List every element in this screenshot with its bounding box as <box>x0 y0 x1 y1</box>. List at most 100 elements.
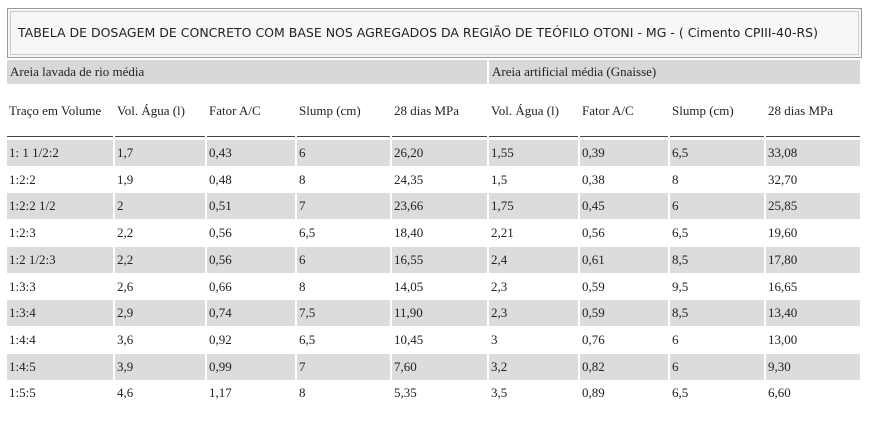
table-cell: 13,40 <box>766 300 860 327</box>
table-cell: 2 <box>115 193 205 220</box>
table-cell: 0,74 <box>207 300 295 327</box>
table-cell: 8,5 <box>670 246 764 273</box>
table-cell: 0,66 <box>209 278 232 294</box>
table-cell: 0,51 <box>207 193 295 220</box>
table-cell: 1,7 <box>115 140 205 166</box>
table-cell: 19,60 <box>768 225 798 241</box>
table-cell: 0,43 <box>207 140 295 166</box>
table-cell: 9,5 <box>672 278 689 294</box>
column-header: Slump (cm) <box>297 85 390 137</box>
table-cell: 1,55 <box>489 140 578 166</box>
group-label: Areia artificial média (Gnaisse) <box>489 60 862 84</box>
table-cell: 6,60 <box>768 385 791 401</box>
table-cell: 2,9 <box>115 300 205 327</box>
table-cell: 8 <box>299 171 306 187</box>
column-header: Fator A/C <box>580 85 668 137</box>
table-cell: 3 <box>491 331 498 347</box>
table-cell: 7,5 <box>297 300 390 327</box>
table-cell: 33,08 <box>766 140 860 166</box>
table-cell: 1:2:2 <box>9 171 36 187</box>
table-cell: 0,59 <box>580 300 668 327</box>
table-cell: 8,5 <box>670 300 764 327</box>
table-cell: 6,5 <box>672 385 689 401</box>
table-cell: 24,35 <box>394 171 424 187</box>
table-cell: 0,92 <box>209 331 232 347</box>
column-header: Vol. Água (l) <box>489 85 578 137</box>
column-header: Traço em Volume <box>7 85 113 137</box>
table-cell: 14,05 <box>394 278 424 294</box>
table-cell: 0,61 <box>580 246 668 273</box>
table-cell: 23,66 <box>392 193 487 220</box>
table-cell: 8 <box>299 278 306 294</box>
table-cell: 0,56 <box>209 225 232 241</box>
table-cell: 0,38 <box>582 171 605 187</box>
table-cell: 10,45 <box>394 331 424 347</box>
table-cell: 1,5 <box>491 171 508 187</box>
table-cell: 8 <box>299 385 306 401</box>
table-cell: 6,5 <box>670 140 764 166</box>
table-cell: 0,82 <box>580 353 668 380</box>
table-cell: 0,56 <box>582 225 605 241</box>
table-cell: 1:3:4 <box>7 300 113 327</box>
table-cell: 1:5:5 <box>9 385 36 401</box>
table-cell: 6,5 <box>299 331 316 347</box>
table-cell: 25,85 <box>766 193 860 220</box>
table-cell: 0,45 <box>580 193 668 220</box>
table-cell: 3,2 <box>489 353 578 380</box>
table-cell: 16,55 <box>392 246 487 273</box>
table-cell: 1:3:3 <box>9 278 36 294</box>
table-cell: 6 <box>297 246 390 273</box>
table-title: TABELA DE DOSAGEM DE CONCRETO COM BASE N… <box>7 8 862 58</box>
table-cell: 2,3 <box>491 278 508 294</box>
table-cell: 2,2 <box>115 246 205 273</box>
table-cell: 1:2:2 1/2 <box>7 193 113 220</box>
table-cell: 8 <box>672 171 679 187</box>
table-cell: 4,6 <box>117 385 134 401</box>
table-cell: 6 <box>670 353 764 380</box>
table-cell: 1,9 <box>117 171 134 187</box>
table-cell: 1:4:4 <box>9 331 36 347</box>
table-cell: 0,76 <box>582 331 605 347</box>
table-cell: 0,56 <box>207 246 295 273</box>
table-cell: 1: 1 1/2:2 <box>7 140 113 166</box>
column-header: Slump (cm) <box>670 85 764 137</box>
table-cell: 6 <box>670 193 764 220</box>
table-cell: 18,40 <box>394 225 424 241</box>
table-cell: 32,70 <box>768 171 798 187</box>
table-cell: 11,90 <box>392 300 487 327</box>
table-cell: 7,60 <box>392 353 487 380</box>
table-cell: 0,99 <box>207 353 295 380</box>
table-cell: 2,6 <box>117 278 134 294</box>
table-cell: 7 <box>297 193 390 220</box>
table-cell: 0,48 <box>209 171 232 187</box>
table-cell: 1,17 <box>209 385 232 401</box>
table-cell: 1:2 1/2:3 <box>7 246 113 273</box>
table-cell: 17,80 <box>766 246 860 273</box>
table-cell: 3,6 <box>117 331 134 347</box>
table-cell: 2,21 <box>491 225 514 241</box>
table-cell: 26,20 <box>392 140 487 166</box>
table-cell: 2,4 <box>489 246 578 273</box>
table-cell: 6 <box>297 140 390 166</box>
table-cell: 2,2 <box>117 225 134 241</box>
table-cell: 16,65 <box>768 278 798 294</box>
column-header: 28 dias MPa <box>766 85 860 137</box>
table-cell: 7 <box>297 353 390 380</box>
table-cell: 3,5 <box>491 385 508 401</box>
table-cell: 0,89 <box>582 385 605 401</box>
table-cell: 1,75 <box>489 193 578 220</box>
group-label: Areia lavada de rio média <box>7 60 489 84</box>
table-cell: 6 <box>672 331 679 347</box>
table-cell: 1:4:5 <box>7 353 113 380</box>
column-header: 28 dias MPa <box>392 85 487 137</box>
table-cell: 3,9 <box>115 353 205 380</box>
table-cell: 9,30 <box>766 353 860 380</box>
table-cell: 6,5 <box>672 225 689 241</box>
table-cell: 0,39 <box>580 140 668 166</box>
table-cell: 1:2:3 <box>9 225 36 241</box>
table-cell: 13,00 <box>768 331 798 347</box>
table-cell: 5,35 <box>394 385 417 401</box>
column-header: Fator A/C <box>207 85 295 137</box>
table-cell: 2,3 <box>489 300 578 327</box>
